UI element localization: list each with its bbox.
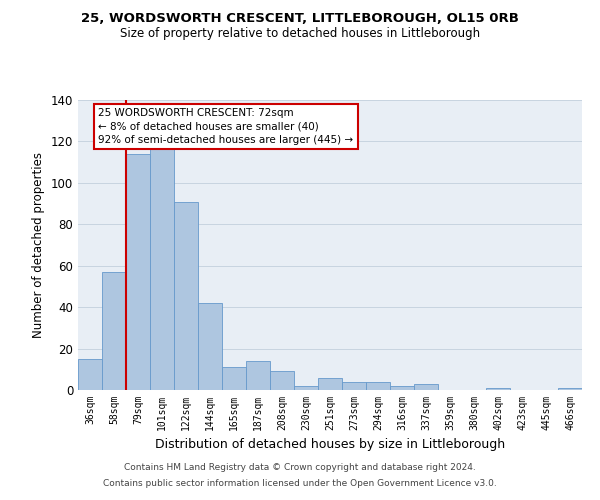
Bar <box>246 361 270 390</box>
Text: Contains HM Land Registry data © Crown copyright and database right 2024.: Contains HM Land Registry data © Crown c… <box>124 464 476 472</box>
Bar <box>390 386 414 390</box>
Bar <box>174 202 198 390</box>
Bar <box>102 272 126 390</box>
Text: 25, WORDSWORTH CRESCENT, LITTLEBOROUGH, OL15 0RB: 25, WORDSWORTH CRESCENT, LITTLEBOROUGH, … <box>81 12 519 26</box>
Text: Contains public sector information licensed under the Open Government Licence v3: Contains public sector information licen… <box>103 478 497 488</box>
Bar <box>366 382 390 390</box>
Bar <box>270 372 294 390</box>
Bar <box>342 382 366 390</box>
Bar <box>318 378 342 390</box>
X-axis label: Distribution of detached houses by size in Littleborough: Distribution of detached houses by size … <box>155 438 505 452</box>
Bar <box>198 303 222 390</box>
Bar <box>126 154 150 390</box>
Bar <box>294 386 318 390</box>
Bar <box>558 388 582 390</box>
Text: Size of property relative to detached houses in Littleborough: Size of property relative to detached ho… <box>120 28 480 40</box>
Bar <box>414 384 438 390</box>
Bar <box>222 367 246 390</box>
Y-axis label: Number of detached properties: Number of detached properties <box>32 152 45 338</box>
Bar <box>486 388 510 390</box>
Bar <box>78 359 102 390</box>
Text: 25 WORDSWORTH CRESCENT: 72sqm
← 8% of detached houses are smaller (40)
92% of se: 25 WORDSWORTH CRESCENT: 72sqm ← 8% of de… <box>98 108 353 144</box>
Bar <box>150 146 174 390</box>
